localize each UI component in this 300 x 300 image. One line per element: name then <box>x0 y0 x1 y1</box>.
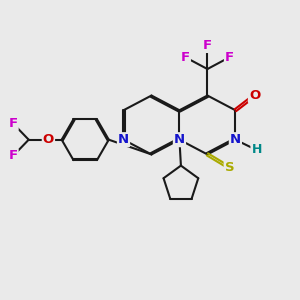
Text: F: F <box>203 39 212 52</box>
Text: H: H <box>251 143 262 157</box>
Text: N: N <box>174 133 185 146</box>
Text: F: F <box>8 149 18 162</box>
Text: O: O <box>249 89 260 102</box>
Text: F: F <box>8 117 18 130</box>
Text: F: F <box>225 51 234 64</box>
Text: F: F <box>181 51 190 64</box>
Text: S: S <box>225 161 234 174</box>
Text: N: N <box>230 133 241 146</box>
Text: O: O <box>43 133 54 146</box>
Text: N: N <box>118 133 129 146</box>
